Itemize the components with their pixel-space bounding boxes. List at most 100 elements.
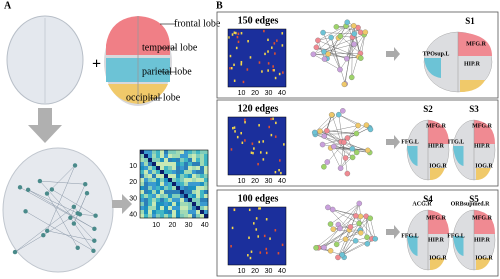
region-label: ORBsupmed.R — [451, 201, 491, 207]
row-frame — [216, 189, 499, 277]
matrix-cell — [278, 72, 281, 76]
node — [337, 33, 344, 39]
matrix-cell — [140, 182, 145, 187]
matrix-cell — [168, 182, 173, 187]
matrix-cell — [251, 142, 254, 145]
matrix-cell — [200, 182, 205, 187]
matrix-cell — [156, 154, 161, 159]
y-tick-label: 30 — [129, 195, 137, 202]
matrix-cell — [252, 151, 254, 155]
matrix-cell — [192, 214, 197, 219]
matrix-cell — [196, 166, 201, 171]
lobe-label: temporal lobe — [142, 42, 198, 53]
matrix-cell — [228, 36, 230, 39]
matrix-cell — [180, 210, 185, 215]
matrix-cell — [176, 170, 181, 175]
matrix-cell — [274, 135, 277, 138]
matrix-frame — [227, 206, 287, 266]
node — [44, 228, 50, 233]
matrix-cell — [148, 170, 153, 175]
matrix-cell — [152, 158, 157, 163]
matrix-cell — [204, 182, 209, 187]
matrix-cell — [172, 170, 177, 175]
matrix-cell — [160, 198, 165, 203]
node — [358, 230, 364, 236]
matrix-cell — [196, 170, 201, 175]
matrix-cell — [188, 166, 193, 171]
matrix-cell — [265, 151, 268, 155]
matrix-cell — [200, 206, 205, 211]
matrix-cell — [242, 80, 245, 84]
matrix-cell — [172, 154, 177, 159]
edge — [73, 193, 88, 224]
edge — [314, 114, 333, 133]
matrix-cell — [250, 250, 253, 253]
node — [358, 55, 364, 61]
matrix-cell — [188, 194, 193, 199]
matrix-cell — [200, 174, 205, 179]
edge — [330, 37, 341, 70]
matrix-cell — [237, 32, 240, 35]
matrix-cell — [140, 198, 145, 203]
region-label: IOG.R — [475, 255, 493, 261]
matrix-cell — [144, 150, 149, 155]
matrix-cell — [267, 69, 269, 72]
edge — [51, 189, 96, 216]
edge — [39, 180, 86, 185]
matrix-cell — [168, 158, 173, 163]
matrix-cell — [184, 214, 189, 219]
matrix-cell — [196, 190, 201, 195]
matrix-cell — [160, 162, 165, 167]
node — [329, 206, 336, 213]
connectivity-matrix: 10 10 20 20 30 30 40 40 — [129, 149, 209, 229]
node — [41, 233, 46, 238]
node — [75, 245, 80, 250]
matrix-cell — [188, 182, 193, 187]
matrix-cell — [204, 194, 209, 199]
matrix-cell — [168, 162, 173, 167]
matrix-cell — [188, 202, 193, 207]
matrix-cell — [148, 162, 153, 167]
edge — [19, 187, 95, 230]
matrix-cell — [229, 54, 232, 58]
node — [365, 147, 371, 154]
node — [364, 234, 370, 240]
edge — [70, 184, 86, 218]
matrix-cell — [247, 40, 249, 43]
node — [344, 170, 351, 177]
matrix-cell — [184, 162, 189, 167]
matrix-cell — [148, 186, 153, 191]
matrix-cell — [172, 202, 177, 207]
matrix-cell — [192, 174, 197, 179]
matrix-cell — [180, 162, 185, 167]
matrix-cell — [244, 118, 246, 121]
node — [341, 81, 348, 88]
edge — [336, 230, 361, 245]
matrix-cell — [144, 206, 149, 211]
region-label: FFG.L — [401, 139, 419, 145]
y-tick-label: 20 — [129, 179, 137, 186]
matrix-cell — [196, 194, 201, 199]
matrix-cell — [172, 174, 177, 179]
matrix-cell — [152, 166, 157, 171]
matrix-cell — [188, 186, 193, 191]
edge — [313, 54, 341, 70]
matrix-cell — [144, 170, 149, 175]
node — [333, 241, 340, 248]
matrix-cell — [281, 32, 284, 35]
matrix-cell — [248, 208, 251, 212]
matrix-cell — [184, 198, 189, 203]
node — [351, 23, 357, 29]
matrix-cell — [140, 170, 145, 175]
matrix-cell — [156, 190, 161, 195]
matrix-cell — [164, 194, 169, 199]
matrix-cell — [204, 210, 209, 215]
matrix-cell — [176, 166, 181, 171]
matrix-cell — [258, 207, 260, 210]
x-tick-label: 20 — [251, 268, 259, 275]
matrix-cell — [231, 226, 234, 230]
matrix-cell — [164, 162, 169, 167]
matrix-cell — [156, 162, 161, 167]
matrix-cell — [200, 150, 205, 155]
region-occipital — [476, 168, 491, 180]
